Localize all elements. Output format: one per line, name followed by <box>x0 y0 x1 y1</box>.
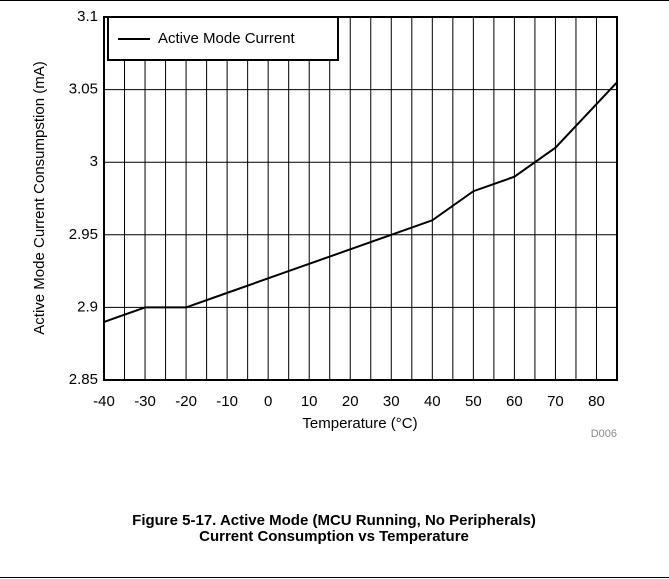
x-tick-label: 20 <box>342 393 359 410</box>
x-tick-label: -30 <box>134 393 156 410</box>
y-tick-label: 3 <box>90 153 98 170</box>
data-line <box>103 81 618 323</box>
y-axis-label: Active Mode Current Consumpstion (mA) <box>31 61 48 334</box>
x-tick-label: 40 <box>424 393 441 410</box>
caption: Current Consumption vs Temperature <box>199 528 469 545</box>
x-tick-label: 70 <box>547 393 564 410</box>
y-tick-label: 3.1 <box>77 8 98 25</box>
y-tick-label: 2.9 <box>77 298 98 315</box>
x-tick-label: 30 <box>383 393 400 410</box>
y-tick-label: 3.05 <box>69 81 98 98</box>
x-tick-label: 50 <box>465 393 482 410</box>
legend-label: Active Mode Current <box>158 30 296 47</box>
x-tick-label: 0 <box>264 393 272 410</box>
y-tick-label: 2.85 <box>69 371 98 388</box>
caption: Figure 5-17. Active Mode (MCU Running, N… <box>132 512 536 529</box>
figure-id: D006 <box>591 428 617 440</box>
x-tick-label: -20 <box>175 393 197 410</box>
y-tick-label: 2.95 <box>69 226 98 243</box>
x-tick-label: -40 <box>93 393 115 410</box>
x-tick-label: 80 <box>588 393 605 410</box>
x-tick-label: 10 <box>301 393 318 410</box>
x-tick-label: -10 <box>216 393 238 410</box>
x-axis-label: Temperature (°C) <box>302 415 417 432</box>
x-tick-label: 60 <box>506 393 523 410</box>
plot-frame <box>103 16 618 381</box>
